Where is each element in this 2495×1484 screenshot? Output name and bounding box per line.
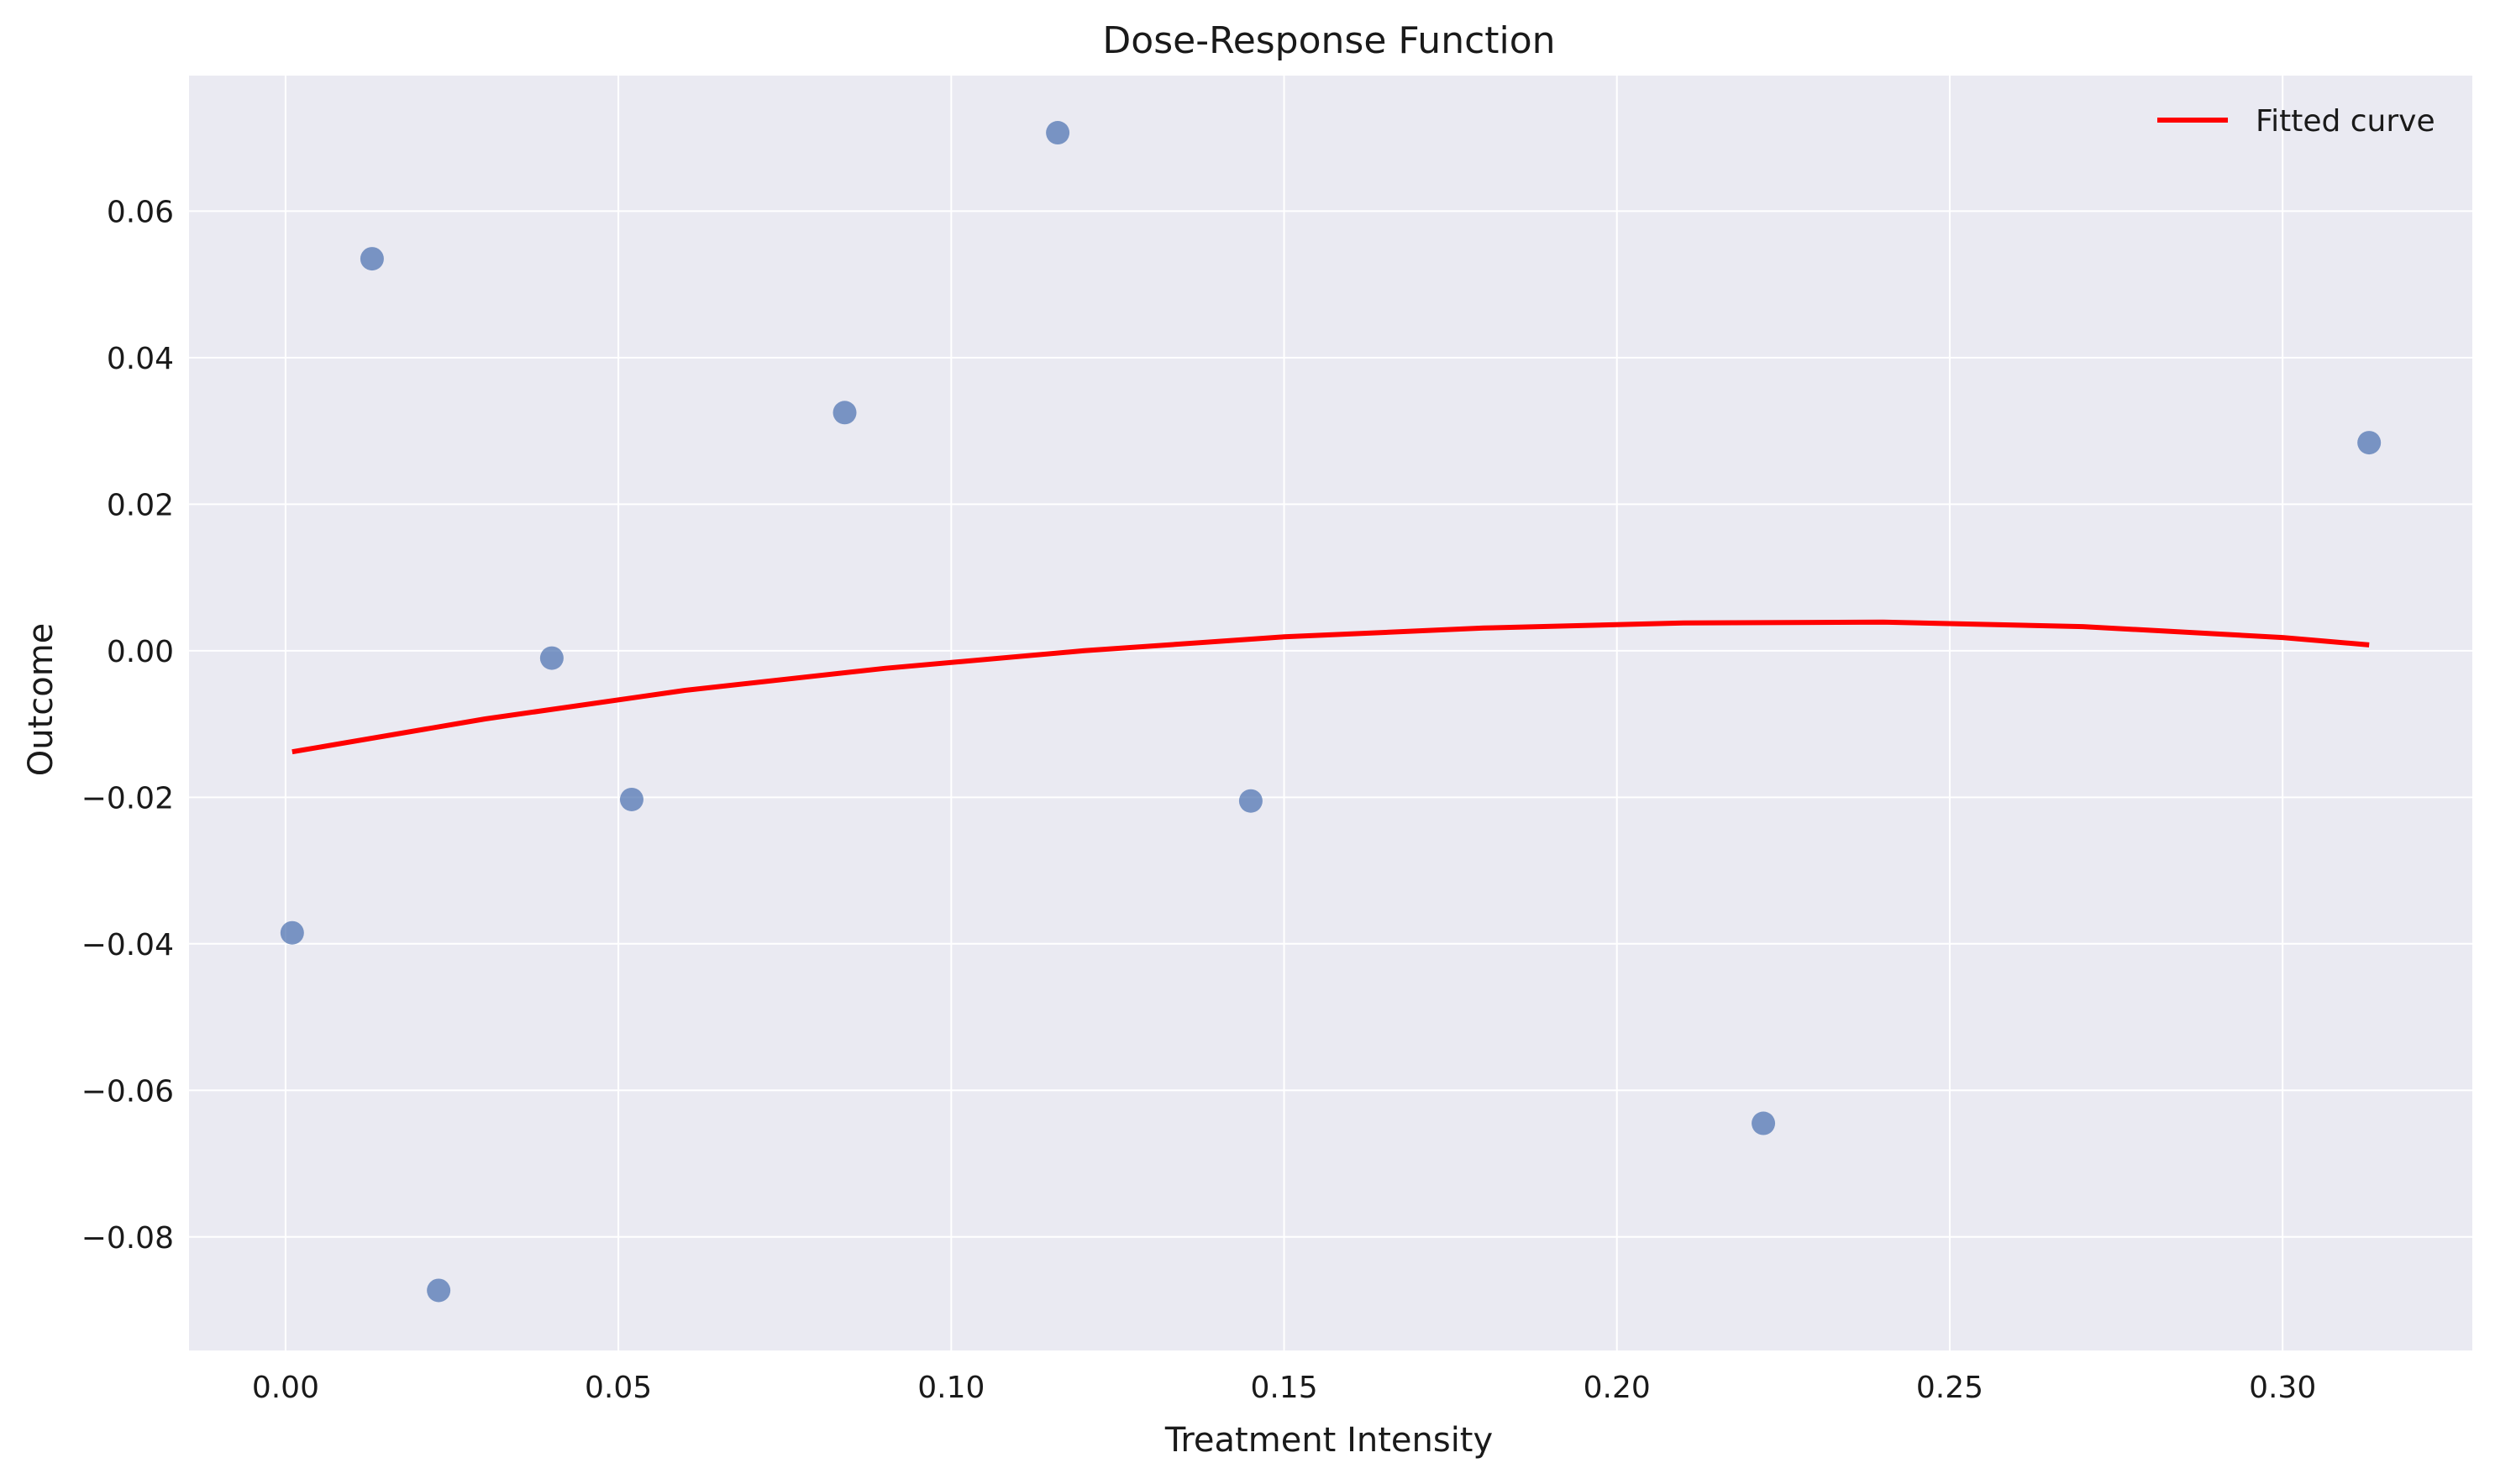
y-axis-label: Outcome <box>22 623 60 777</box>
scatter-point <box>1752 1111 1776 1135</box>
x-tick-label: 0.05 <box>585 1371 652 1405</box>
scatter-point <box>833 401 857 425</box>
scatter-point <box>1046 121 1070 145</box>
grid-lines <box>189 76 2472 1350</box>
chart-title: Dose-Response Function <box>1102 19 1555 62</box>
x-tick-label: 0.25 <box>1916 1371 1983 1405</box>
y-tick-label: 0.00 <box>107 635 174 669</box>
x-tick-label: 0.15 <box>1250 1371 1317 1405</box>
y-tick-label: −0.08 <box>81 1221 174 1256</box>
y-axis-ticks: −0.08 −0.06 −0.04 −0.02 0.00 0.02 0.04 0.06 <box>81 195 174 1255</box>
legend: Fitted curve <box>2157 104 2435 139</box>
y-tick-label: −0.06 <box>81 1074 174 1109</box>
scatter-point <box>360 247 384 271</box>
fitted-curve-layer <box>292 619 2370 755</box>
scatter-point <box>427 1278 451 1303</box>
x-tick-label: 0.30 <box>2249 1371 2316 1405</box>
x-axis-ticks: 0.00 0.05 0.10 0.15 0.20 0.25 0.30 <box>252 1371 2316 1405</box>
x-tick-label: 0.10 <box>917 1371 985 1405</box>
scatter-point <box>2357 431 2382 455</box>
y-tick-label: 0.06 <box>107 195 174 229</box>
legend-label-fitted-curve: Fitted curve <box>2256 104 2435 139</box>
fitted-curve-line <box>292 619 2370 755</box>
scatter-point <box>539 646 564 670</box>
plot-area <box>189 76 2472 1350</box>
scatter-point <box>280 920 304 945</box>
scatter-point <box>1238 789 1263 813</box>
y-tick-label: 0.04 <box>107 342 174 376</box>
scatter-point <box>619 787 643 811</box>
x-tick-label: 0.00 <box>252 1371 319 1405</box>
y-tick-label: −0.02 <box>81 781 174 815</box>
x-axis-label: Treatment Intensity <box>1164 1421 1493 1460</box>
y-tick-label: 0.02 <box>107 488 174 522</box>
x-tick-label: 0.20 <box>1584 1371 1651 1405</box>
y-tick-label: −0.04 <box>81 928 174 962</box>
scatter-points <box>280 121 2382 1303</box>
